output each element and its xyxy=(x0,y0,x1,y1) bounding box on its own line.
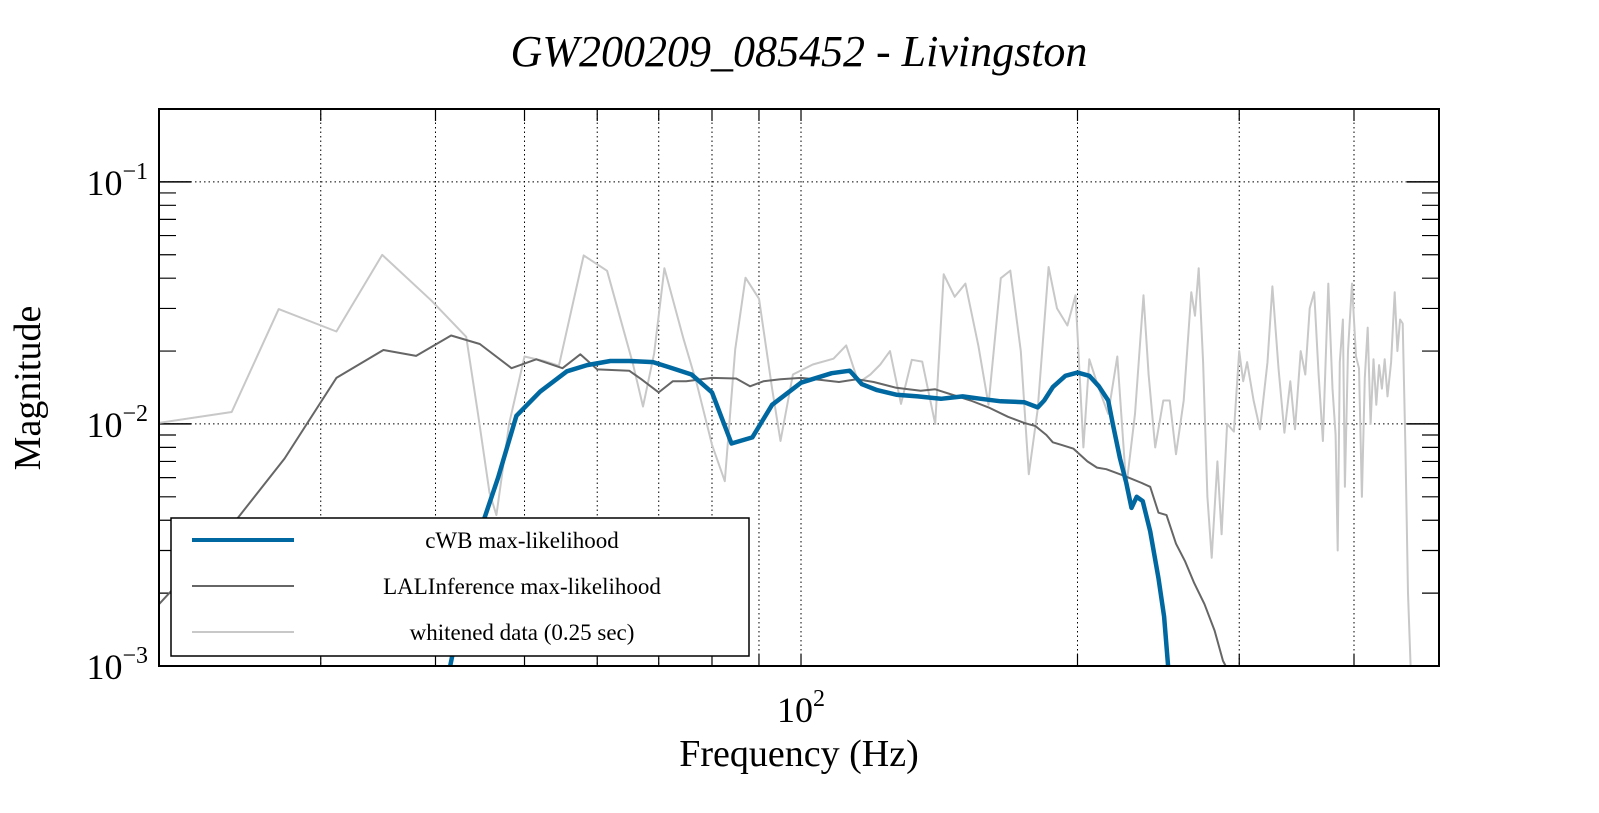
chart-title: GW200209_085452 - Livingston xyxy=(511,27,1088,76)
series-layer xyxy=(159,253,1412,666)
legend: cWB max-likelihood LALInference max-like… xyxy=(170,517,750,657)
series-cwb xyxy=(447,358,1171,666)
tick-labels: 10−1 10−2 10−3 102 xyxy=(86,159,825,730)
legend-label-lalinference: LALInference max-likelihood xyxy=(383,574,661,599)
x-tick-label: 102 xyxy=(777,686,825,730)
series-whitened-data xyxy=(159,253,1412,666)
y-tick-label: 10−2 xyxy=(86,401,148,445)
y-axis-label: Magnitude xyxy=(7,306,49,471)
legend-label-whitened: whitened data (0.25 sec) xyxy=(410,620,635,645)
x-axis-label: Frequency (Hz) xyxy=(679,733,919,775)
legend-label-cwb: cWB max-likelihood xyxy=(425,528,619,553)
y-tick-label: 10−3 xyxy=(86,643,148,687)
y-tick-label: 10−1 xyxy=(86,159,148,203)
plot-frame xyxy=(158,108,1440,667)
series-lalinference xyxy=(159,334,1227,666)
